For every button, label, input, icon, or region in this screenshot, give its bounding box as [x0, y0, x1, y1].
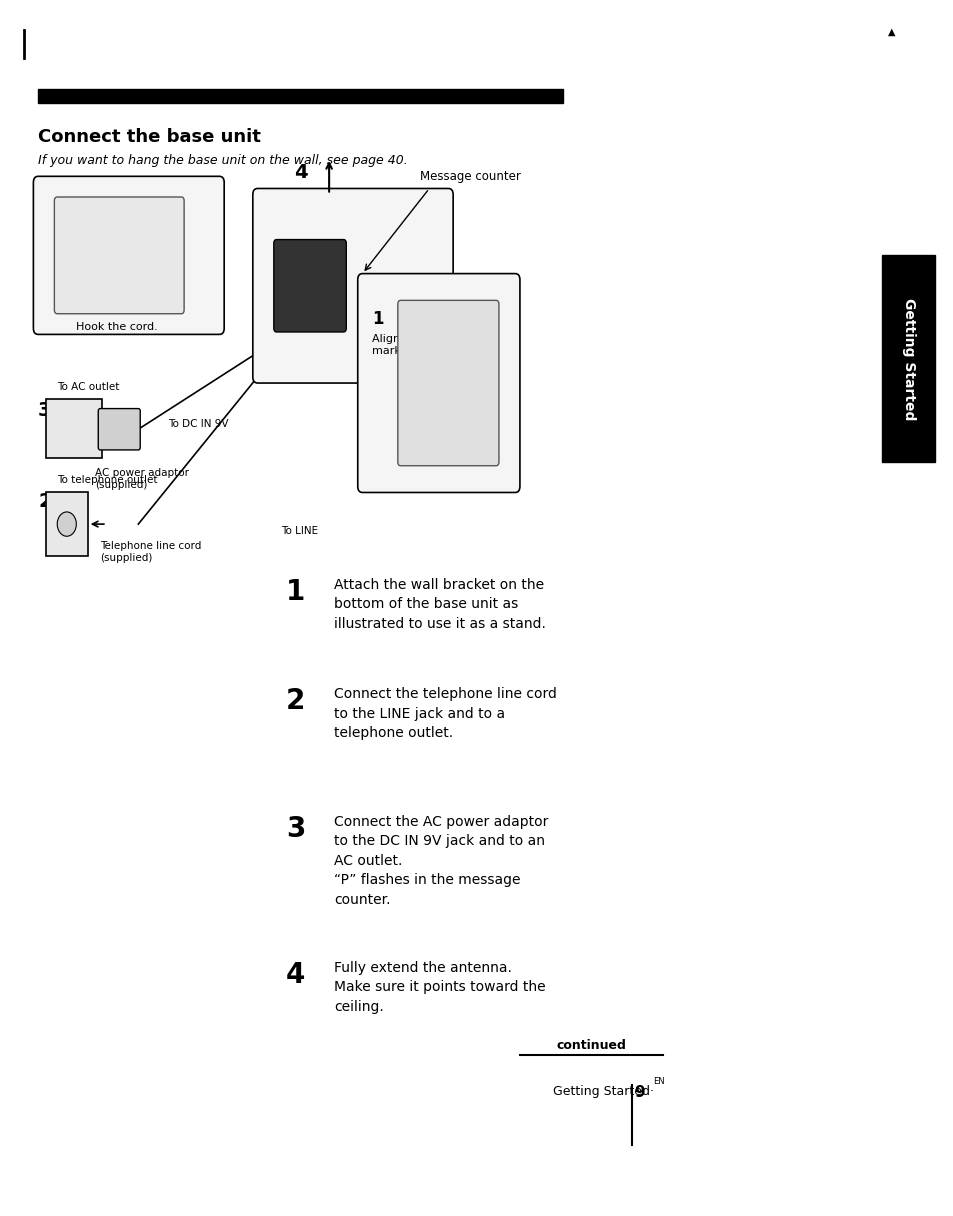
Text: Align the Δ
marks.: Align the Δ marks. [372, 334, 433, 356]
FancyBboxPatch shape [397, 300, 498, 466]
Text: Telephone line cord
(supplied): Telephone line cord (supplied) [100, 541, 201, 563]
FancyBboxPatch shape [357, 274, 519, 492]
FancyBboxPatch shape [33, 176, 224, 334]
FancyBboxPatch shape [253, 188, 453, 383]
Text: If you want to hang the base unit on the wall, see page 40.: If you want to hang the base unit on the… [38, 154, 408, 168]
Text: 1: 1 [372, 310, 383, 328]
Text: Connect the AC power adaptor
to the DC IN 9V jack and to an
AC outlet.
“P” flash: Connect the AC power adaptor to the DC I… [334, 815, 548, 907]
Bar [882, 255, 934, 462]
Text: 9: 9 [634, 1085, 644, 1099]
Circle shape [57, 512, 76, 536]
Bar [38, 89, 562, 103]
Text: Attach the wall bracket on the
bottom of the base unit as
illustrated to use it : Attach the wall bracket on the bottom of… [334, 578, 545, 631]
Text: Getting Started: Getting Started [902, 298, 915, 420]
Text: 2: 2 [38, 492, 51, 512]
Text: AC power adaptor
(supplied): AC power adaptor (supplied) [95, 468, 190, 490]
FancyBboxPatch shape [98, 409, 140, 450]
Text: 4: 4 [294, 163, 307, 182]
Text: ▲: ▲ [887, 27, 895, 36]
Text: continued: continued [556, 1038, 626, 1052]
Text: To LINE: To LINE [281, 527, 318, 536]
Text: Connect the base unit: Connect the base unit [38, 128, 261, 146]
FancyBboxPatch shape [46, 492, 88, 556]
Text: Fully extend the antenna.
Make sure it points toward the
ceiling.: Fully extend the antenna. Make sure it p… [334, 961, 545, 1014]
Text: 1: 1 [286, 578, 305, 606]
Text: Getting Started·: Getting Started· [553, 1085, 654, 1098]
Text: Connect the telephone line cord
to the LINE jack and to a
telephone outlet.: Connect the telephone line cord to the L… [334, 687, 557, 741]
FancyBboxPatch shape [46, 399, 102, 458]
Text: 3: 3 [286, 815, 305, 843]
FancyBboxPatch shape [54, 197, 184, 314]
Text: 4: 4 [286, 961, 305, 989]
Text: 3: 3 [38, 401, 51, 421]
Text: Hook the cord.: Hook the cord. [76, 322, 158, 332]
Text: Message counter: Message counter [419, 170, 520, 182]
Text: 2: 2 [286, 687, 305, 715]
Text: To AC outlet: To AC outlet [57, 382, 119, 392]
Text: To DC IN 9V: To DC IN 9V [169, 420, 229, 429]
Text: To telephone outlet: To telephone outlet [57, 475, 157, 485]
Text: EN: EN [653, 1077, 664, 1086]
FancyBboxPatch shape [274, 240, 346, 332]
